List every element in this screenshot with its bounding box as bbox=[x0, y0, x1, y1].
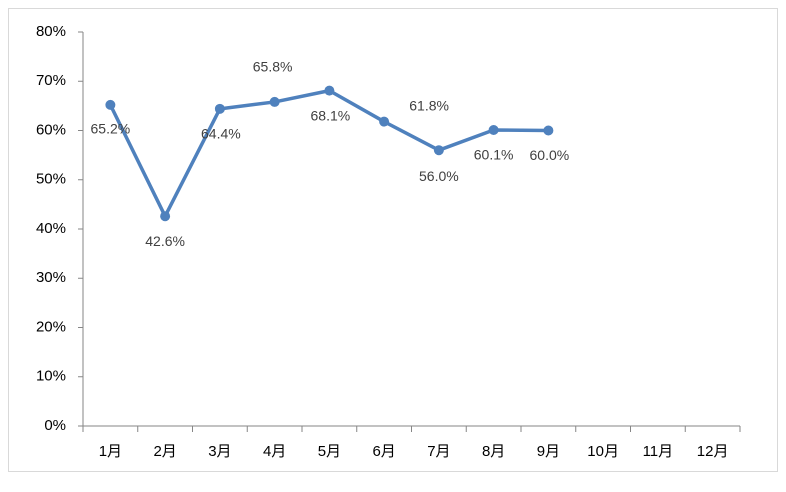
y-tick-label: 60% bbox=[36, 121, 66, 138]
x-tick-label: 10月 bbox=[587, 443, 619, 460]
y-tick-label: 0% bbox=[44, 417, 66, 434]
x-tick-label: 7月 bbox=[427, 443, 450, 460]
y-tick-label: 20% bbox=[36, 318, 66, 335]
data-point bbox=[269, 96, 280, 107]
data-point bbox=[379, 116, 390, 127]
x-tick-label: 6月 bbox=[372, 443, 395, 460]
x-tick-label: 1月 bbox=[99, 443, 122, 460]
y-tick-label: 50% bbox=[36, 171, 66, 188]
x-tick-label: 3月 bbox=[208, 443, 231, 460]
x-tick-label: 4月 bbox=[263, 443, 286, 460]
x-tick-label: 12月 bbox=[697, 443, 729, 460]
y-tick-label: 30% bbox=[36, 269, 66, 286]
y-tick-label: 10% bbox=[36, 368, 66, 385]
data-label: 42.6% bbox=[145, 233, 185, 249]
data-label: 56.0% bbox=[419, 168, 459, 184]
data-label: 68.1% bbox=[311, 107, 351, 123]
data-point bbox=[214, 103, 225, 114]
x-tick-label: 9月 bbox=[537, 443, 560, 460]
data-point bbox=[160, 211, 171, 222]
data-point bbox=[324, 85, 335, 96]
y-tick-label: 70% bbox=[36, 72, 66, 89]
data-label: 60.0% bbox=[530, 147, 570, 163]
data-label: 65.8% bbox=[253, 59, 293, 75]
y-tick-label: 80% bbox=[36, 23, 66, 40]
y-tick-label: 40% bbox=[36, 220, 66, 237]
data-label: 60.1% bbox=[474, 147, 514, 163]
chart-border bbox=[8, 8, 778, 472]
x-tick-label: 5月 bbox=[318, 443, 341, 460]
data-point bbox=[433, 145, 444, 156]
data-point bbox=[488, 125, 499, 136]
x-tick-label: 8月 bbox=[482, 443, 505, 460]
data-point bbox=[543, 125, 554, 136]
data-point bbox=[105, 99, 116, 110]
x-tick-label: 11月 bbox=[643, 443, 674, 460]
data-label: 65.2% bbox=[91, 121, 131, 137]
data-label: 61.8% bbox=[409, 97, 449, 113]
x-tick-label: 2月 bbox=[153, 443, 176, 460]
data-label: 64.4% bbox=[201, 126, 241, 142]
